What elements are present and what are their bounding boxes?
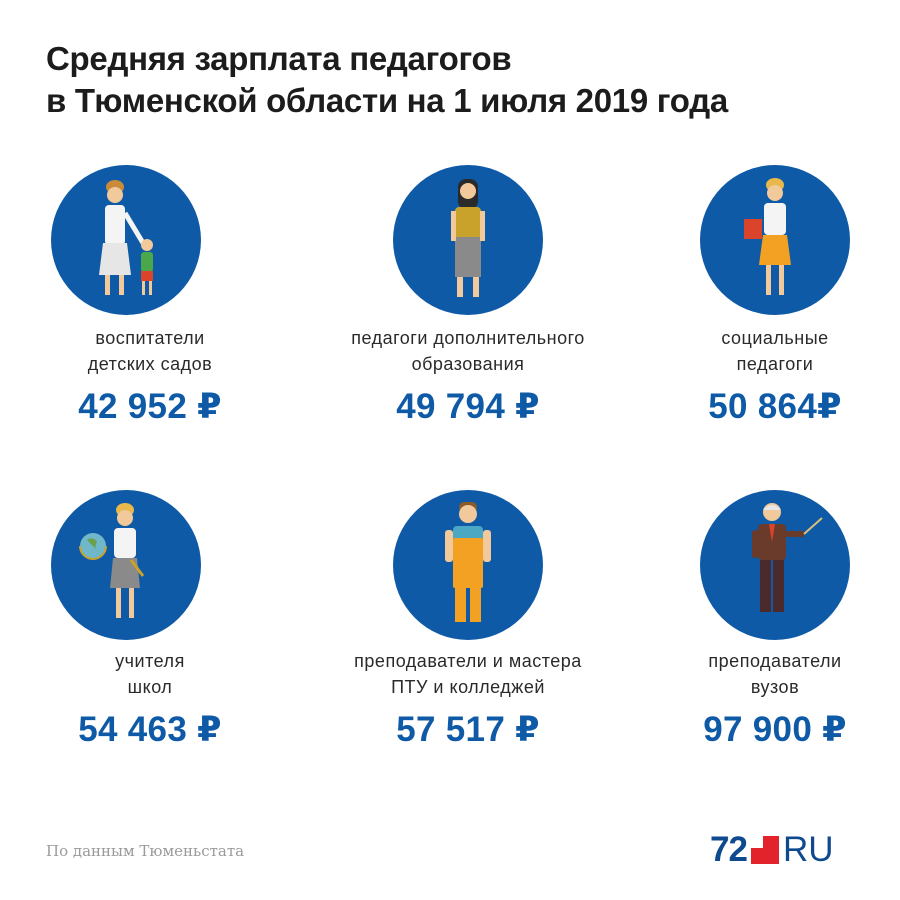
logo-number: 72 [710,830,748,869]
salary-amount: 49 794 ₽ [396,387,540,426]
source-note: По данным Тюменьстата [46,842,245,860]
salary-amount: 42 952 ₽ [78,387,222,426]
title-line-2: в Тюменской области на 1 июля 2019 года [46,82,728,119]
card-university-professors: преподаватели вузов 97 900 ₽ [625,490,900,790]
card-label-line-1: педагоги дополнительного [351,328,585,348]
card-college-masters: преподаватели и мастера ПТУ и колледжей … [318,490,618,790]
card-label-line-1: преподаватели [708,651,842,671]
card-label-line-1: учителя [115,651,185,671]
card-label-line-2: вузов [750,677,800,697]
additional-education-teacher-icon [393,165,543,315]
card-label-line-2: педагоги [736,354,814,374]
card-kindergarten-teachers: воспитатели детских садов 42 952 ₽ [0,165,300,465]
card-label-line-2: ПТУ и колледжей [391,677,545,697]
logo-suffix: RU [782,830,834,869]
card-label-line-1: преподаватели и мастера [354,651,582,671]
card-label-line-2: школ [127,677,173,697]
card-label: воспитатели детских садов [0,325,300,377]
logo-72ru[interactable]: 72 RU [710,830,834,870]
salary-amount: 50 864₽ [708,387,842,426]
salary-amount: 54 463 ₽ [78,710,222,749]
card-additional-education-teachers: педагоги дополнительного образования 49 … [318,165,618,465]
card-social-teachers: социальные педагоги 50 864₽ [625,165,900,465]
university-professor-icon [700,490,850,640]
college-master-icon [393,490,543,640]
card-label-line-1: воспитатели [95,328,205,348]
kindergarten-teacher-icon [51,165,201,315]
page-title: Средняя зарплата педагогов в Тюменской о… [46,38,728,122]
card-label-line-2: детских садов [87,354,213,374]
social-teacher-icon [700,165,850,315]
card-label-line-1: социальные [721,328,829,348]
card-label-line-2: образования [411,354,525,374]
card-label: преподаватели и мастера ПТУ и колледжей [318,648,618,700]
title-line-1: Средняя зарплата педагогов [46,40,512,77]
card-label: учителя школ [0,648,300,700]
salary-amount: 57 517 ₽ [396,710,540,749]
salary-amount: 97 900 ₽ [703,710,847,749]
card-label: преподаватели вузов [625,648,900,700]
school-teacher-icon [51,490,201,640]
card-school-teachers: учителя школ 54 463 ₽ [0,490,300,790]
logo-mark-icon [750,836,779,864]
card-label: социальные педагоги [625,325,900,377]
card-label: педагоги дополнительного образования [318,325,618,377]
